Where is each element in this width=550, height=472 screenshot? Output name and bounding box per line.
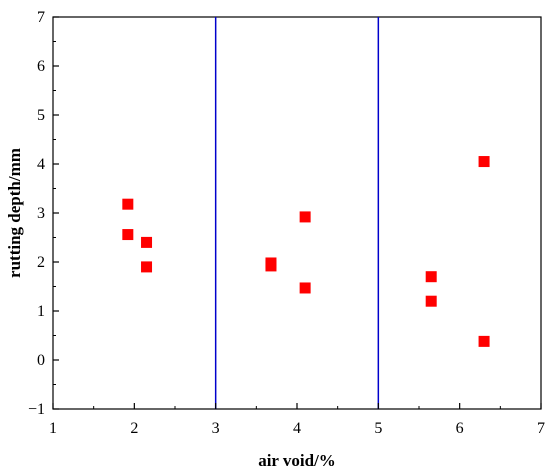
data-point-3 <box>141 261 153 273</box>
data-point-6 <box>299 211 311 223</box>
data-point-9 <box>425 295 437 307</box>
data-point-5 <box>265 260 277 272</box>
data-point-11 <box>478 335 490 347</box>
y-axis-ticks: −1 0 1 2 3 4 5 6 7 <box>28 9 59 418</box>
y-tick-label: 2 <box>37 254 45 271</box>
plot-area <box>52 16 542 410</box>
y-tick-label: 0 <box>37 352 45 369</box>
y-tick-label: 1 <box>37 303 45 320</box>
y-tick-label: 5 <box>37 107 45 124</box>
x-tick-label: 6 <box>456 420 464 437</box>
x-tick-label: 3 <box>212 420 220 437</box>
y-tick-label: 7 <box>37 9 45 26</box>
reference-lines <box>214 17 380 409</box>
data-points <box>122 156 490 347</box>
data-point-7 <box>299 282 311 294</box>
x-tick-label: 4 <box>293 420 301 437</box>
y-axis-title: rutting depth/mm <box>5 148 24 278</box>
data-point-0 <box>122 198 134 210</box>
data-point-10 <box>478 156 490 168</box>
data-point-1 <box>122 229 134 241</box>
y-tick-label: 6 <box>37 58 45 75</box>
y-tick-label: 3 <box>37 205 45 222</box>
x-tick-label: 5 <box>374 420 382 437</box>
x-tick-label: 7 <box>537 420 545 437</box>
x-axis-ticks: 1 2 3 4 5 6 7 <box>49 403 545 437</box>
x-tick-label: 2 <box>130 420 138 437</box>
y-tick-label: 4 <box>37 156 45 173</box>
plot-frame <box>52 16 542 410</box>
x-tick-label: 1 <box>49 420 57 437</box>
data-point-8 <box>425 271 437 283</box>
data-point-2 <box>141 236 153 248</box>
y-tick-label: −1 <box>28 401 45 418</box>
x-axis-title: air void/% <box>258 451 336 470</box>
